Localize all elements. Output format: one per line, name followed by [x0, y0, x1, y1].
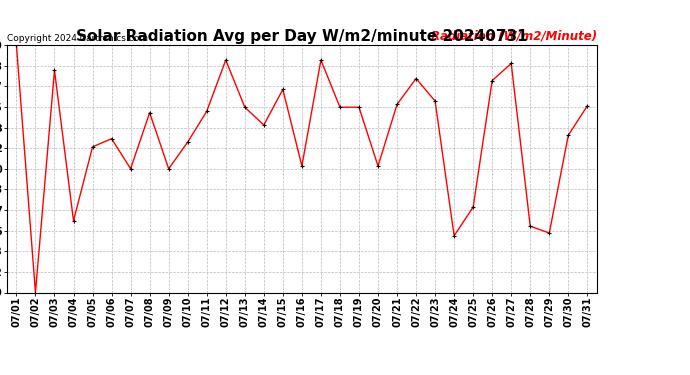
Point: [391, 102, 402, 108]
Point: [524, 223, 535, 229]
Point: [373, 163, 384, 169]
Point: [125, 166, 136, 172]
Point: [220, 57, 231, 63]
Point: [68, 218, 79, 224]
Point: [239, 104, 250, 110]
Point: [49, 67, 60, 73]
Point: [315, 57, 326, 63]
Point: [353, 104, 364, 110]
Point: [506, 60, 517, 66]
Point: [563, 132, 574, 138]
Point: [486, 78, 497, 84]
Point: [201, 108, 213, 114]
Point: [87, 144, 98, 150]
Point: [258, 122, 269, 128]
Text: Radiation (W/m2/Minute): Radiation (W/m2/Minute): [431, 30, 597, 42]
Point: [544, 230, 555, 236]
Point: [11, 42, 22, 48]
Point: [468, 204, 479, 210]
Point: [448, 233, 460, 239]
Point: [277, 87, 288, 93]
Point: [30, 290, 41, 296]
Point: [144, 110, 155, 116]
Point: [182, 139, 193, 145]
Point: [430, 98, 441, 104]
Point: [106, 136, 117, 142]
Title: Solar Radiation Avg per Day W/m2/minute 20240731: Solar Radiation Avg per Day W/m2/minute …: [76, 29, 528, 44]
Point: [582, 103, 593, 109]
Point: [297, 163, 308, 169]
Text: Copyright 2024 Cartronics.com: Copyright 2024 Cartronics.com: [7, 33, 148, 42]
Point: [335, 104, 346, 110]
Point: [411, 75, 422, 81]
Point: [163, 166, 174, 172]
